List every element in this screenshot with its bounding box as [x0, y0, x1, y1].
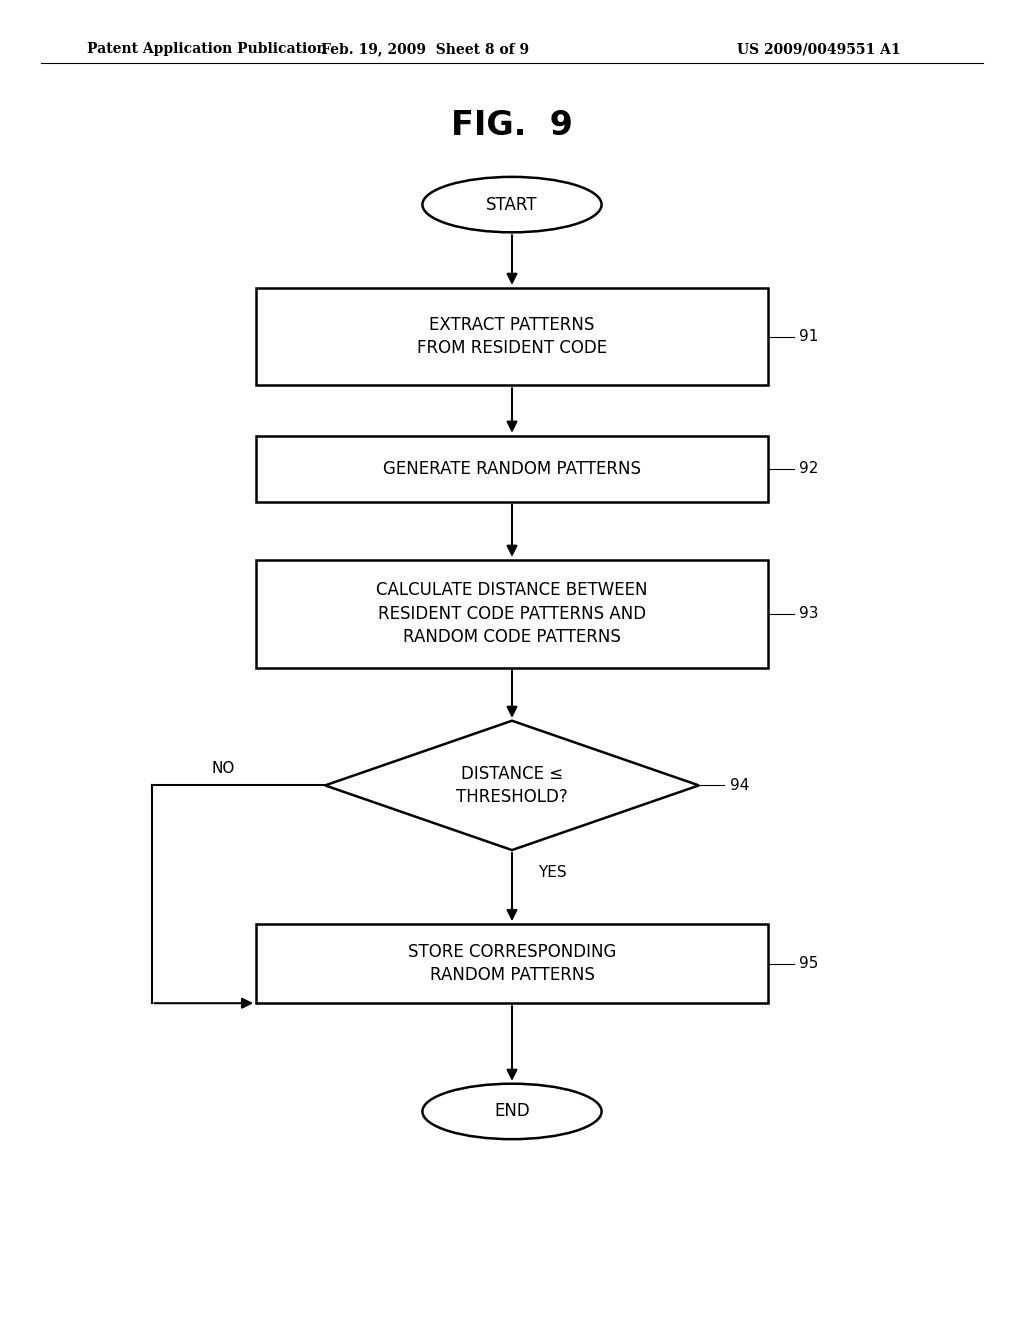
Text: Feb. 19, 2009  Sheet 8 of 9: Feb. 19, 2009 Sheet 8 of 9 — [321, 42, 529, 57]
Bar — [256, 924, 768, 1003]
Bar — [256, 560, 768, 668]
Text: GENERATE RANDOM PATTERNS: GENERATE RANDOM PATTERNS — [383, 459, 641, 478]
Text: START: START — [486, 195, 538, 214]
Text: Patent Application Publication: Patent Application Publication — [87, 42, 327, 57]
Text: CALCULATE DISTANCE BETWEEN
RESIDENT CODE PATTERNS AND
RANDOM CODE PATTERNS: CALCULATE DISTANCE BETWEEN RESIDENT CODE… — [376, 581, 648, 647]
Text: 91: 91 — [799, 329, 818, 345]
Text: 92: 92 — [799, 461, 818, 477]
Text: 94: 94 — [729, 777, 749, 793]
Text: EXTRACT PATTERNS
FROM RESIDENT CODE: EXTRACT PATTERNS FROM RESIDENT CODE — [417, 315, 607, 358]
Text: STORE CORRESPONDING
RANDOM PATTERNS: STORE CORRESPONDING RANDOM PATTERNS — [408, 942, 616, 985]
Text: END: END — [495, 1102, 529, 1121]
Text: NO: NO — [212, 760, 234, 776]
Text: DISTANCE ≤
THRESHOLD?: DISTANCE ≤ THRESHOLD? — [456, 764, 568, 807]
Text: 95: 95 — [799, 956, 818, 972]
Bar — [256, 288, 768, 385]
Text: 93: 93 — [799, 606, 818, 622]
Bar — [256, 436, 768, 502]
Text: US 2009/0049551 A1: US 2009/0049551 A1 — [737, 42, 901, 57]
Text: YES: YES — [538, 866, 566, 880]
Text: FIG.  9: FIG. 9 — [451, 108, 573, 141]
